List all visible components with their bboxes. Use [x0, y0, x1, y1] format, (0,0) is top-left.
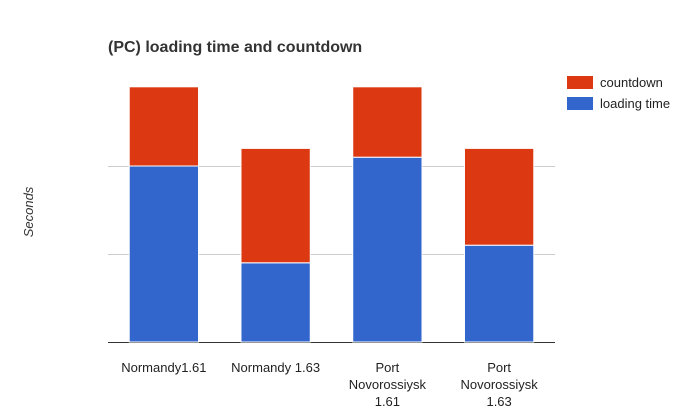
bar-loading-time-2[interactable] [240, 262, 311, 343]
bar-countdown-3[interactable] [352, 86, 423, 158]
legend-swatch-countdown [567, 76, 593, 89]
x-tick-label-1-line-1: Normandy1.61 [121, 360, 206, 375]
x-tick-label-2-line-1: Normandy 1.63 [231, 360, 320, 375]
bar-countdown-1[interactable] [128, 86, 200, 167]
legend-label-loading-time: loading time [600, 96, 670, 111]
bar-loading-time-4[interactable] [463, 244, 535, 343]
bar-loading-time-1[interactable] [128, 165, 200, 343]
legend-swatch-loading-time [567, 97, 593, 110]
x-tick-label-3-line-2: Novorossiysk [349, 377, 427, 392]
legend-label-countdown: countdown [600, 75, 663, 90]
x-tick-label-4-line-2: Novorossiysk [460, 377, 538, 392]
y-axis-label: Seconds [21, 186, 36, 237]
bar-countdown-4[interactable] [463, 147, 535, 246]
x-tick-label-3-line-3: 1.61 [375, 394, 400, 409]
chart-title: (PC) loading time and countdown [108, 39, 362, 56]
x-tick-label-3-line-1: Port [375, 360, 399, 375]
x-tick-label-4-line-3: 1.63 [486, 394, 511, 409]
bar-loading-time-3[interactable] [352, 156, 423, 343]
x-tick-label-4-line-1: Port [487, 360, 511, 375]
bar-countdown-2[interactable] [240, 147, 311, 264]
